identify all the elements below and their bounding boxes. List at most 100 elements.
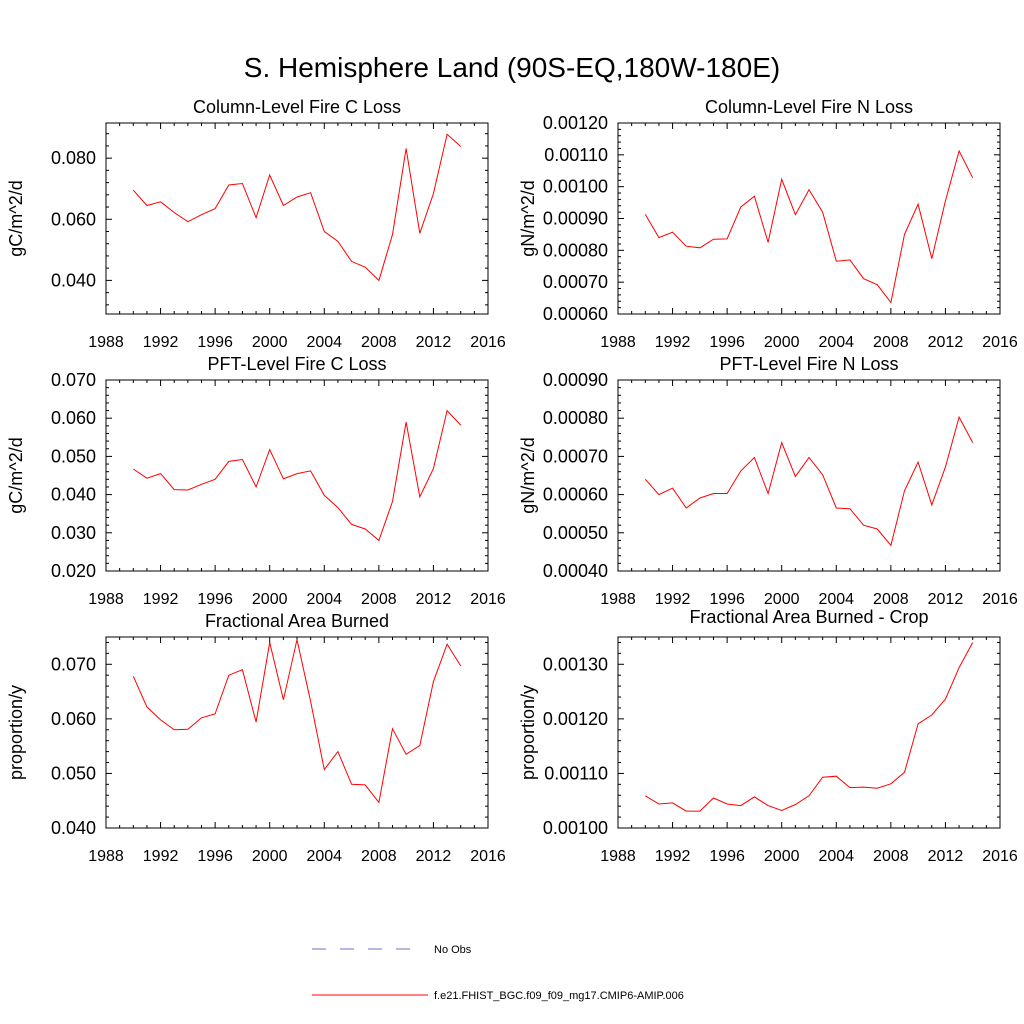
plot-frame bbox=[617, 636, 1001, 829]
y-tick-label: 0.00060 bbox=[543, 304, 608, 324]
y-axis-label: proportion/y bbox=[518, 685, 538, 780]
x-tick-label: 2000 bbox=[764, 848, 800, 865]
x-tick-label: 2008 bbox=[361, 334, 397, 351]
x-tick-label: 2008 bbox=[873, 591, 909, 608]
y-tick-label: 0.060 bbox=[51, 209, 96, 229]
x-tick-label: 1988 bbox=[88, 334, 124, 351]
y-tick-label: 0.040 bbox=[51, 818, 96, 838]
panel-title: Fractional Area Burned - Crop bbox=[689, 607, 928, 627]
y-axis-label: gN/m^2/d bbox=[518, 180, 538, 256]
y-tick-label: 0.00120 bbox=[543, 709, 608, 729]
x-tick-label: 2016 bbox=[982, 848, 1018, 865]
x-tick-label: 1988 bbox=[600, 334, 636, 351]
y-axis-label: gC/m^2/d bbox=[6, 437, 26, 513]
x-tick-label: 2012 bbox=[416, 848, 452, 865]
y-axis-label: gN/m^2/d bbox=[518, 437, 538, 513]
y-tick-label: 0.00120 bbox=[543, 113, 608, 133]
x-tick-label: 2016 bbox=[982, 334, 1018, 351]
y-tick-label: 0.00050 bbox=[543, 523, 608, 543]
x-tick-label: 1996 bbox=[197, 591, 233, 608]
y-tick-label: 0.050 bbox=[51, 446, 96, 466]
y-axis-label: proportion/y bbox=[6, 685, 26, 780]
y-tick-label: 0.00090 bbox=[543, 209, 608, 229]
chart-panel-2: Column-Level Fire N Loss gN/m^2/d 1988 1992… bbox=[518, 97, 1018, 351]
x-tick-label: 2016 bbox=[470, 334, 506, 351]
series-line bbox=[132, 133, 462, 282]
x-tick-label: 2000 bbox=[764, 334, 800, 351]
y-tick-label: 0.060 bbox=[51, 709, 96, 729]
y-tick-label: 0.00080 bbox=[543, 408, 608, 428]
series-line bbox=[645, 642, 974, 812]
y-tick-label: 0.00100 bbox=[543, 818, 608, 838]
x-tick-label: 2012 bbox=[416, 591, 452, 608]
chart-panel-4: PFT-Level Fire N Loss gN/m^2/d 1988 1992 199… bbox=[518, 354, 1018, 608]
x-tick-label: 1988 bbox=[600, 591, 636, 608]
x-tick-label: 2016 bbox=[470, 591, 506, 608]
x-tick-label: 1992 bbox=[655, 334, 691, 351]
x-tick-label: 2012 bbox=[928, 591, 964, 608]
y-axis-label: gC/m^2/d bbox=[6, 180, 26, 256]
figure-title: S. Hemisphere Land (90S-EQ,180W-180E) bbox=[244, 52, 780, 83]
x-tick-label: 1992 bbox=[143, 334, 179, 351]
y-tick-label: 0.070 bbox=[51, 370, 96, 390]
x-tick-label: 2016 bbox=[470, 848, 506, 865]
y-tick-label: 0.00110 bbox=[544, 763, 608, 783]
series-line bbox=[644, 149, 974, 304]
plot-frame bbox=[105, 636, 489, 829]
y-tick-label: 0.070 bbox=[51, 654, 96, 674]
chart-panel-3: PFT-Level Fire C Loss gC/m^2/d 1988 1992 199… bbox=[6, 354, 506, 608]
panels: Column-Level Fire C Loss gC/m^2/d 1988 1992… bbox=[6, 97, 1018, 865]
legend-obs-label: No Obs bbox=[434, 944, 472, 956]
x-tick-label: 1988 bbox=[88, 848, 124, 865]
x-tick-label: 2004 bbox=[818, 334, 854, 351]
x-tick-label: 2016 bbox=[982, 591, 1018, 608]
legend: No Obs f.e21.FHIST_BGC.f09_f09_mg17.CMIP… bbox=[312, 944, 684, 1002]
x-tick-label: 1992 bbox=[143, 591, 179, 608]
panel-title: Column-Level Fire N Loss bbox=[705, 97, 913, 117]
x-tick-label: 2012 bbox=[928, 334, 964, 351]
x-tick-label: 2004 bbox=[306, 334, 342, 351]
x-tick-label: 2012 bbox=[928, 848, 964, 865]
y-tick-label: 0.00080 bbox=[543, 240, 608, 260]
x-tick-label: 2004 bbox=[306, 591, 342, 608]
y-tick-label: 0.040 bbox=[51, 485, 96, 505]
x-tick-label: 1988 bbox=[88, 591, 124, 608]
x-tick-label: 2008 bbox=[873, 334, 909, 351]
y-tick-label: 0.00060 bbox=[543, 485, 608, 505]
y-tick-label: 0.030 bbox=[51, 523, 96, 543]
x-tick-label: 2008 bbox=[873, 848, 909, 865]
y-tick-label: 0.050 bbox=[51, 763, 96, 783]
y-tick-label: 0.060 bbox=[51, 408, 96, 428]
series-line bbox=[133, 409, 462, 542]
x-tick-label: 2004 bbox=[818, 848, 854, 865]
chart-panel-1: Column-Level Fire C Loss gC/m^2/d 1988 1992… bbox=[6, 97, 506, 351]
x-tick-label: 2000 bbox=[252, 848, 288, 865]
x-tick-label: 1996 bbox=[197, 334, 233, 351]
x-tick-label: 1992 bbox=[655, 591, 691, 608]
chart-panel-5: Fractional Area Burned proportion/y 1988 19… bbox=[6, 611, 506, 865]
y-tick-label: 0.00070 bbox=[543, 446, 608, 466]
y-tick-label: 0.00070 bbox=[543, 272, 608, 292]
x-tick-label: 1996 bbox=[709, 848, 745, 865]
x-tick-label: 1992 bbox=[655, 848, 691, 865]
x-tick-label: 2000 bbox=[252, 591, 288, 608]
panel-title: Fractional Area Burned bbox=[205, 611, 389, 631]
y-tick-label: 0.040 bbox=[51, 270, 96, 290]
y-tick-label: 0.020 bbox=[51, 561, 96, 581]
legend-model-label: f.e21.FHIST_BGC.f09_f09_mg17.CMIP6-AMIP.… bbox=[434, 990, 684, 1002]
y-tick-label: 0.00040 bbox=[543, 561, 608, 581]
y-tick-label: 0.00130 bbox=[543, 654, 608, 674]
x-tick-label: 1992 bbox=[143, 848, 179, 865]
x-tick-label: 1996 bbox=[197, 848, 233, 865]
plot-frame bbox=[105, 122, 489, 315]
x-tick-label: 2004 bbox=[306, 848, 342, 865]
series-line bbox=[132, 639, 462, 804]
x-tick-label: 2008 bbox=[361, 591, 397, 608]
panel-title: PFT-Level Fire N Loss bbox=[719, 354, 898, 374]
x-tick-label: 1996 bbox=[709, 334, 745, 351]
x-tick-label: 2008 bbox=[361, 848, 397, 865]
series-line bbox=[644, 415, 974, 547]
plot-frame bbox=[617, 122, 1001, 315]
x-tick-label: 1996 bbox=[709, 591, 745, 608]
